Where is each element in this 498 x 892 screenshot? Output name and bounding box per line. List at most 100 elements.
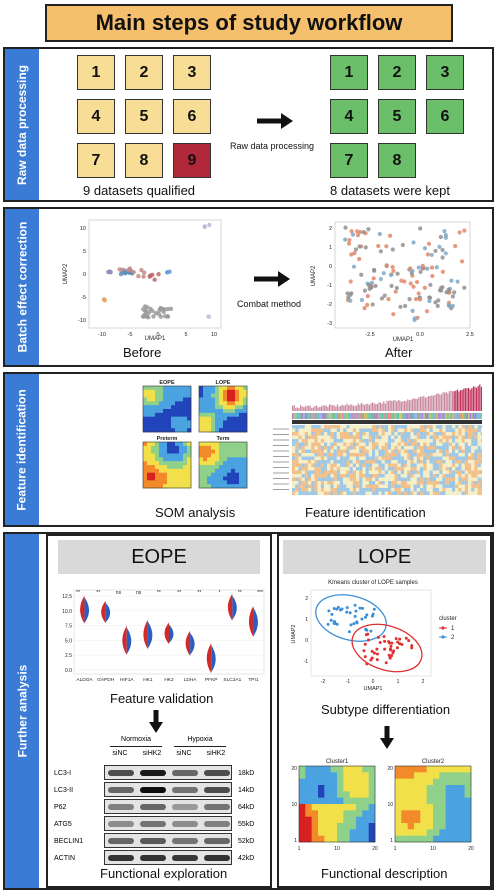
umap-before-xtick: 0: [156, 332, 159, 338]
umap-point: [377, 231, 382, 237]
violin-gene-label: HK2: [164, 677, 174, 683]
umap-point: [457, 230, 462, 235]
umap-after-xtick: -2.5: [365, 332, 374, 338]
wb-size-label: 42kD: [238, 854, 255, 862]
umap-point: [343, 225, 348, 230]
feature-panel: Feature identification EOPE LOPE Preterm Te…: [3, 372, 494, 527]
wb-condition-line: [110, 746, 162, 747]
raw-data-label: Raw data processing: [15, 64, 30, 185]
kmeans-point: [363, 642, 367, 646]
umap-point: [422, 285, 427, 290]
dataset-cell: 4: [77, 99, 115, 134]
umap-point: [142, 270, 147, 275]
cluster-ytick: 20: [387, 766, 393, 772]
umap-point: [424, 309, 430, 314]
violin-gene-label: LDHA: [184, 677, 198, 683]
kmeans-point: [389, 648, 393, 652]
wb-band: [172, 821, 198, 827]
wb-band: [108, 804, 134, 810]
eope-down-arrow-icon: [149, 710, 163, 733]
dataset-cell-kept: 4: [330, 99, 368, 134]
umap-point: [146, 310, 152, 315]
cluster-xtick: 1: [394, 846, 397, 852]
som-map: [198, 385, 248, 433]
batch-after-caption: After: [385, 345, 413, 360]
wb-band: [172, 855, 198, 861]
violin-gene-label: HIF1A: [120, 677, 134, 683]
umap-point: [359, 297, 365, 303]
kmeans-point: [378, 640, 382, 644]
kmeans-ytick: 1: [305, 617, 308, 623]
dataset-cell-kept: 6: [426, 99, 464, 134]
wb-size-label: 18kD: [238, 769, 255, 777]
wb-condition: Normoxia: [121, 736, 151, 743]
wb-condition: Hypoxia: [187, 736, 213, 743]
kmeans-title: Kmeans cluster of LOPE samples: [328, 580, 418, 586]
page-title: Main steps of study workflow: [45, 4, 453, 42]
kmeans-point: [400, 642, 404, 646]
umap-point: [446, 302, 451, 308]
kmeans-point: [369, 629, 373, 633]
umap-after-ytick: 0: [329, 264, 332, 270]
umap-point: [411, 284, 416, 289]
umap-point: [399, 278, 404, 283]
umap-point: [147, 274, 153, 279]
umap-after-plot: 2 1 0 -1 -2 -3 -2.5 0.0 2.5 UMAP1 UMAP2: [311, 221, 474, 342]
kmeans-point: [392, 649, 396, 653]
dataset-cell-kept: 5: [378, 99, 416, 134]
western-blot: Normoxia Hypoxia siNC siHK2 siNC siHK2 LC3-I 18…: [52, 736, 270, 865]
wb-size-label: 55kD: [238, 820, 255, 828]
violin-significance: **: [197, 590, 201, 596]
kmeans-point: [407, 639, 411, 643]
wb-row: BECLIN1 52kD: [52, 832, 270, 850]
umap-point: [450, 303, 455, 309]
violin-significance: ns: [116, 590, 122, 596]
kmeans-point: [387, 653, 391, 657]
raw-right-caption: 8 datasets were kept: [330, 183, 450, 198]
umap-point: [452, 290, 457, 295]
umap-before-xtick: 5: [184, 332, 187, 338]
wb-lane-label: siNC: [176, 750, 192, 757]
som-title: Preterm: [157, 436, 178, 442]
kmeans-point: [352, 622, 356, 626]
kmeans-point: [364, 633, 368, 637]
violin-ytick: 2.5: [65, 653, 72, 659]
wb-band: [108, 838, 134, 844]
umap-point: [343, 237, 348, 242]
umap-point: [348, 298, 353, 303]
wb-band: [204, 838, 230, 844]
kmeans-point: [388, 656, 392, 660]
violin-ytick: 0.0: [65, 668, 72, 674]
kmeans-point: [372, 651, 376, 655]
umap-point: [371, 276, 376, 281]
kmeans-point: [327, 609, 331, 613]
cluster-ytick: 20: [291, 766, 297, 772]
umap-point: [420, 263, 425, 268]
kmeans-point: [382, 635, 386, 639]
violin-gene-label: GAPDH: [97, 677, 115, 683]
umap-point: [440, 269, 446, 274]
umap-point: [403, 303, 408, 309]
kmeans-point: [353, 603, 357, 607]
umap-point: [462, 228, 467, 233]
dataset-cell: 6: [173, 99, 211, 134]
umap-point: [366, 227, 371, 232]
umap-point: [127, 266, 133, 271]
umap-point: [459, 259, 465, 264]
umap-before-ytick: 5: [83, 249, 86, 255]
wb-row: ATG5 55kD: [52, 815, 270, 833]
umap-point: [146, 315, 151, 320]
umap-point: [141, 274, 146, 279]
wb-protein-label: LC3-I: [54, 769, 72, 777]
umap-point: [426, 241, 432, 246]
violin-plot: 12.5 10.0 7.5 5.0 2.5 0.0 ALDOA GAPDH HIF1A HK1 HK…: [62, 589, 265, 683]
umap-before-xtick: -5: [128, 332, 133, 338]
kmeans-point: [362, 649, 366, 653]
umap-point: [437, 288, 443, 293]
umap-point: [142, 312, 147, 318]
wb-band-strip: [104, 850, 232, 865]
wb-row: ACTIN 42kD: [52, 849, 270, 867]
dataset-cell: 2: [125, 55, 163, 90]
